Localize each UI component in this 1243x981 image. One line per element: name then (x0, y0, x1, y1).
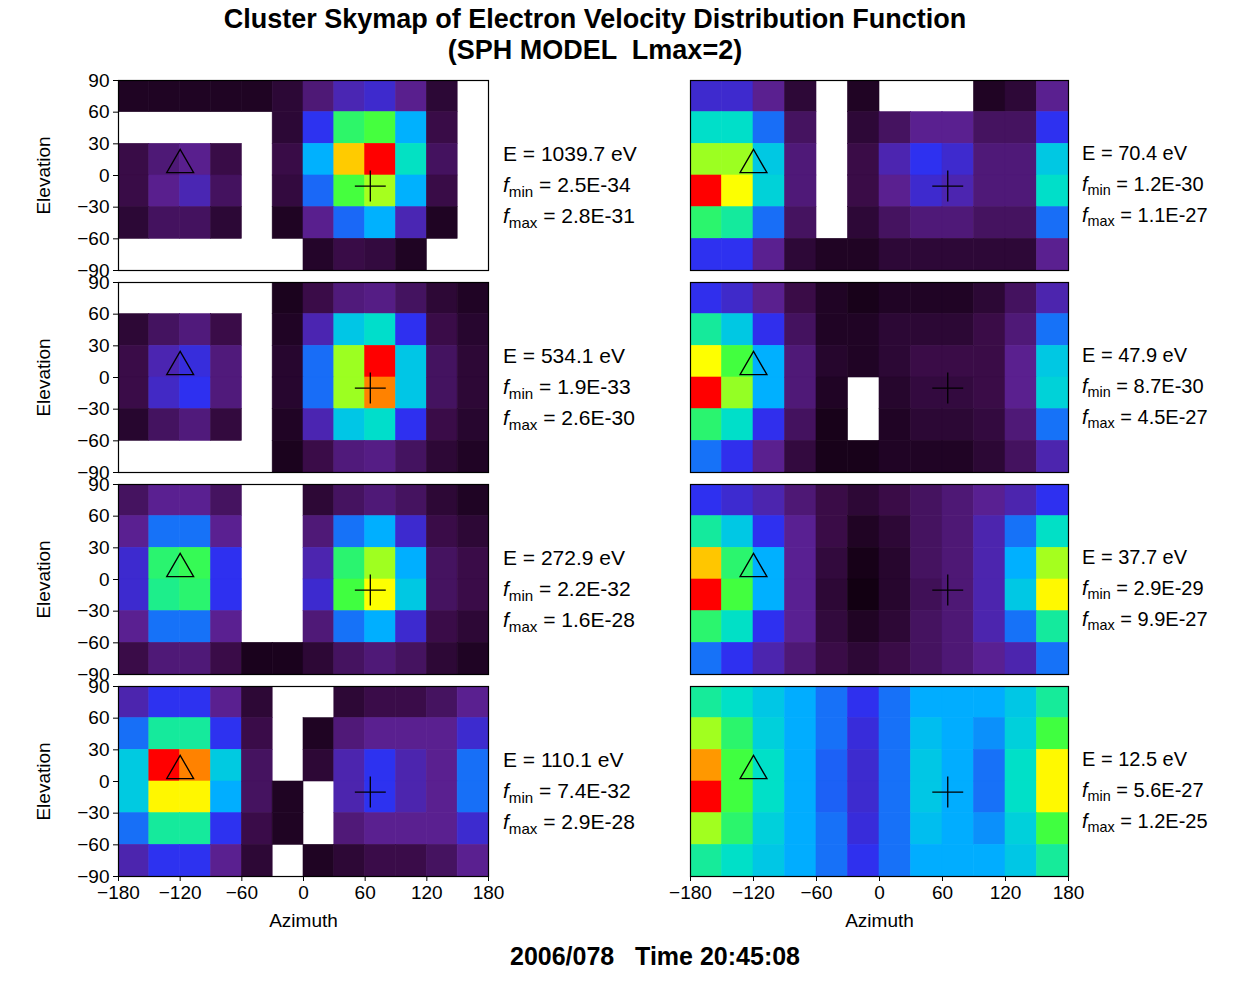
svg-text:−60: −60 (800, 882, 832, 903)
svg-text:60: 60 (355, 882, 376, 903)
svg-text:30: 30 (88, 537, 109, 558)
svg-text:90: 90 (88, 676, 109, 697)
html-text:E = 47.9 eV: E = 47.9 eV (1082, 344, 1188, 366)
html-text:fmin= 2.9E-29: fmin= 2.9E-29 (1082, 577, 1204, 603)
html-text:fmin= 2.2E-32: fmin= 2.2E-32 (503, 577, 631, 604)
svg-text:−90: −90 (77, 866, 109, 887)
svg-text:180: 180 (473, 882, 505, 903)
svg-text:120: 120 (990, 882, 1022, 903)
svg-text:60: 60 (88, 101, 109, 122)
svg-text:−90: −90 (77, 663, 110, 685)
svg-text:−120: −120 (732, 882, 775, 903)
svg-text:Elevation: Elevation (33, 338, 54, 416)
html-text:E = 110.1 eV: E = 110.1 eV (503, 748, 624, 771)
html-text:E = 272.9 eV: E = 272.9 eV (503, 546, 625, 569)
html-text:E = 70.4 eV: E = 70.4 eV (1082, 142, 1188, 164)
html-text:fmax= 1.2E-25: fmax= 1.2E-25 (1082, 810, 1208, 836)
svg-text:−120: −120 (159, 882, 202, 903)
svg-text:0: 0 (298, 882, 309, 903)
html-text:E = 37.7 eV: E = 37.7 eV (1082, 546, 1188, 568)
html-text:fmin= 1.9E-33: fmin= 1.9E-33 (503, 375, 631, 402)
svg-text:30: 30 (88, 739, 109, 760)
html-text:fmax= 9.9E-27: fmax= 9.9E-27 (1082, 608, 1208, 634)
html-text:fmin= 2.5E-34: fmin= 2.5E-34 (503, 173, 631, 200)
svg-text:0: 0 (99, 367, 110, 388)
svg-text:120: 120 (411, 882, 443, 903)
html-text:(SPH MODEL Lmax=2): (SPH MODEL Lmax=2) (447, 35, 743, 65)
svg-text:60: 60 (88, 505, 109, 526)
svg-text:−60: −60 (226, 882, 258, 903)
svg-text:−30: −30 (77, 802, 109, 823)
svg-text:30: 30 (88, 335, 109, 356)
html-text:fmin= 8.7E-30: fmin= 8.7E-30 (1082, 375, 1204, 401)
html-text:fmin= 7.4E-32: fmin= 7.4E-32 (503, 779, 631, 806)
svg-text:−90: −90 (77, 461, 110, 483)
svg-text:90: 90 (88, 474, 109, 495)
svg-text:Elevation: Elevation (33, 742, 54, 820)
svg-text:0: 0 (874, 882, 885, 903)
svg-text:−180: −180 (669, 882, 712, 903)
svg-text:−180: −180 (97, 882, 140, 903)
svg-text:90: 90 (88, 272, 109, 293)
svg-text:−30: −30 (77, 196, 109, 217)
html-text:fmax= 2.9E-28: fmax= 2.9E-28 (503, 810, 635, 837)
svg-text:−30: −30 (77, 600, 109, 621)
svg-text:−60: −60 (77, 430, 109, 451)
html-text:E = 1039.7 eV: E = 1039.7 eV (503, 142, 637, 165)
html-text:fmax= 1.6E-28: fmax= 1.6E-28 (503, 608, 635, 635)
svg-text:Azimuth: Azimuth (845, 910, 914, 931)
html-text:fmax= 2.8E-31: fmax= 2.8E-31 (503, 204, 635, 231)
svg-text:60: 60 (932, 882, 953, 903)
svg-text:Elevation: Elevation (33, 540, 54, 618)
svg-text:30: 30 (88, 133, 109, 154)
svg-text:0: 0 (99, 165, 110, 186)
svg-text:60: 60 (88, 303, 109, 324)
html-text:fmin= 5.6E-27: fmin= 5.6E-27 (1082, 779, 1204, 805)
svg-text:0: 0 (99, 569, 110, 590)
svg-text:0: 0 (99, 771, 110, 792)
html-text:fmax= 2.6E-30: fmax= 2.6E-30 (503, 406, 635, 433)
svg-text:−90: −90 (77, 259, 110, 281)
svg-text:60: 60 (88, 707, 109, 728)
svg-text:−60: −60 (77, 228, 109, 249)
html-text:Cluster Skymap of Electron Vel: Cluster Skymap of Electron Velocity Dist… (223, 4, 967, 34)
html-text:fmax= 4.5E-27: fmax= 4.5E-27 (1082, 406, 1208, 432)
html-text:fmin= 1.2E-30: fmin= 1.2E-30 (1082, 173, 1204, 199)
html-text:E = 534.1 eV: E = 534.1 eV (503, 344, 625, 367)
html-text:fmax= 1.1E-27: fmax= 1.1E-27 (1082, 204, 1208, 230)
svg-text:90: 90 (88, 70, 109, 91)
svg-text:−30: −30 (77, 398, 109, 419)
svg-text:Azimuth: Azimuth (269, 910, 338, 931)
html-text:E = 12.5 eV: E = 12.5 eV (1082, 748, 1188, 770)
svg-text:−60: −60 (77, 834, 109, 855)
svg-text:Elevation: Elevation (33, 136, 54, 214)
svg-text:180: 180 (1053, 882, 1085, 903)
svg-text:−60: −60 (77, 632, 109, 653)
html-text:2006/078 Time 20:45:08: 2006/078 Time 20:45:08 (510, 942, 800, 970)
